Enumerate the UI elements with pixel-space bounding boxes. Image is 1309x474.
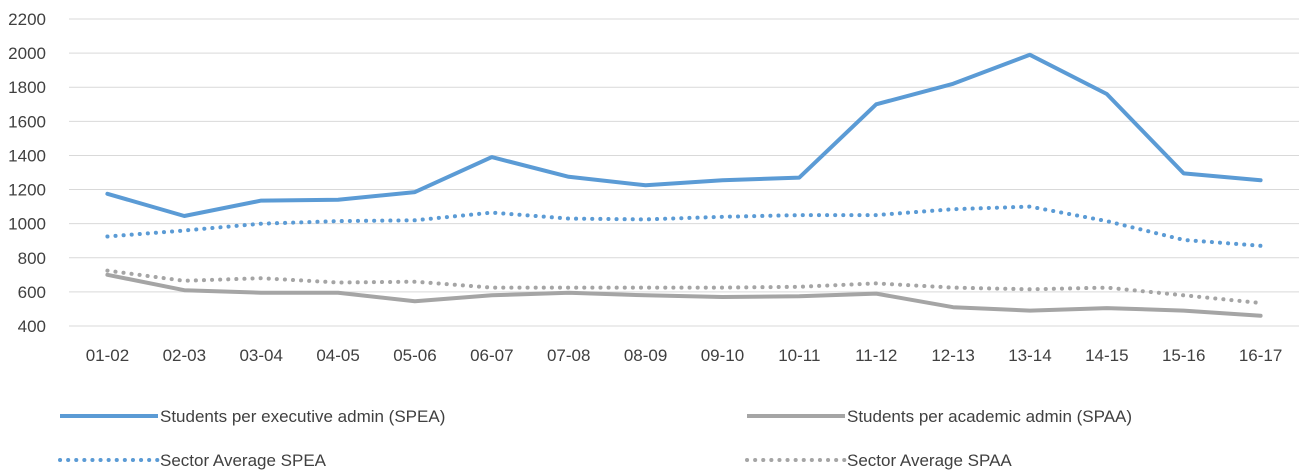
y-tick-label: 1600 bbox=[8, 112, 46, 131]
y-tick-label: 1400 bbox=[8, 146, 46, 165]
x-tick-label: 10-11 bbox=[778, 346, 820, 365]
x-tick-label: 16-17 bbox=[1239, 346, 1282, 365]
x-tick-label: 06-07 bbox=[470, 346, 513, 365]
x-tick-label: 13-14 bbox=[1008, 346, 1051, 365]
x-tick-label: 04-05 bbox=[316, 346, 359, 365]
series-lines bbox=[105, 52, 1263, 318]
x-tick-label: 02-03 bbox=[163, 346, 206, 365]
series-line-1 bbox=[105, 272, 1263, 318]
x-tick-label: 11-12 bbox=[855, 346, 897, 365]
x-tick-label: 07-08 bbox=[547, 346, 590, 365]
legend-label: Students per academic admin (SPAA) bbox=[847, 407, 1132, 426]
y-tick-label: 400 bbox=[18, 317, 46, 336]
legend: Students per executive admin (SPEA) Stude… bbox=[58, 407, 1132, 470]
series-line-3 bbox=[105, 268, 1263, 305]
x-tick-label: 05-06 bbox=[393, 346, 436, 365]
x-tick-label: 09-10 bbox=[701, 346, 744, 365]
legend-label: Students per executive admin (SPEA) bbox=[160, 407, 445, 426]
x-axis-ticks: 01-02 02-03 03-04 04-05 05-06 06-07 07-08 08-09… bbox=[86, 346, 1283, 365]
legend-item: Students per executive admin (SPEA) bbox=[60, 407, 445, 426]
x-tick-label: 12-13 bbox=[931, 346, 974, 365]
y-tick-label: 2200 bbox=[8, 10, 46, 29]
y-tick-label: 800 bbox=[18, 249, 46, 268]
y-tick-label: 1200 bbox=[8, 181, 46, 200]
x-tick-label: 14-15 bbox=[1085, 346, 1128, 365]
series-line-2 bbox=[105, 204, 1263, 248]
legend-item: Students per academic admin (SPAA) bbox=[747, 407, 1132, 426]
series-line-0 bbox=[105, 52, 1263, 218]
legend-label: Sector Average SPAA bbox=[847, 451, 1012, 470]
legend-item: Sector Average SPAA bbox=[745, 451, 1012, 470]
legend-label: Sector Average SPEA bbox=[160, 451, 327, 470]
y-tick-label: 600 bbox=[18, 283, 46, 302]
y-axis-ticks: 400 600 800 1000 1200 1400 1600 1800 2000 2200 bbox=[8, 10, 46, 336]
y-tick-label: 1800 bbox=[8, 78, 46, 97]
y-tick-label: 1000 bbox=[8, 215, 46, 234]
x-tick-label: 03-04 bbox=[239, 346, 282, 365]
x-tick-label: 15-16 bbox=[1162, 346, 1205, 365]
y-tick-label: 2000 bbox=[8, 44, 46, 63]
legend-item: Sector Average SPEA bbox=[58, 451, 327, 470]
x-tick-label: 01-02 bbox=[86, 346, 129, 365]
x-tick-label: 08-09 bbox=[624, 346, 667, 365]
